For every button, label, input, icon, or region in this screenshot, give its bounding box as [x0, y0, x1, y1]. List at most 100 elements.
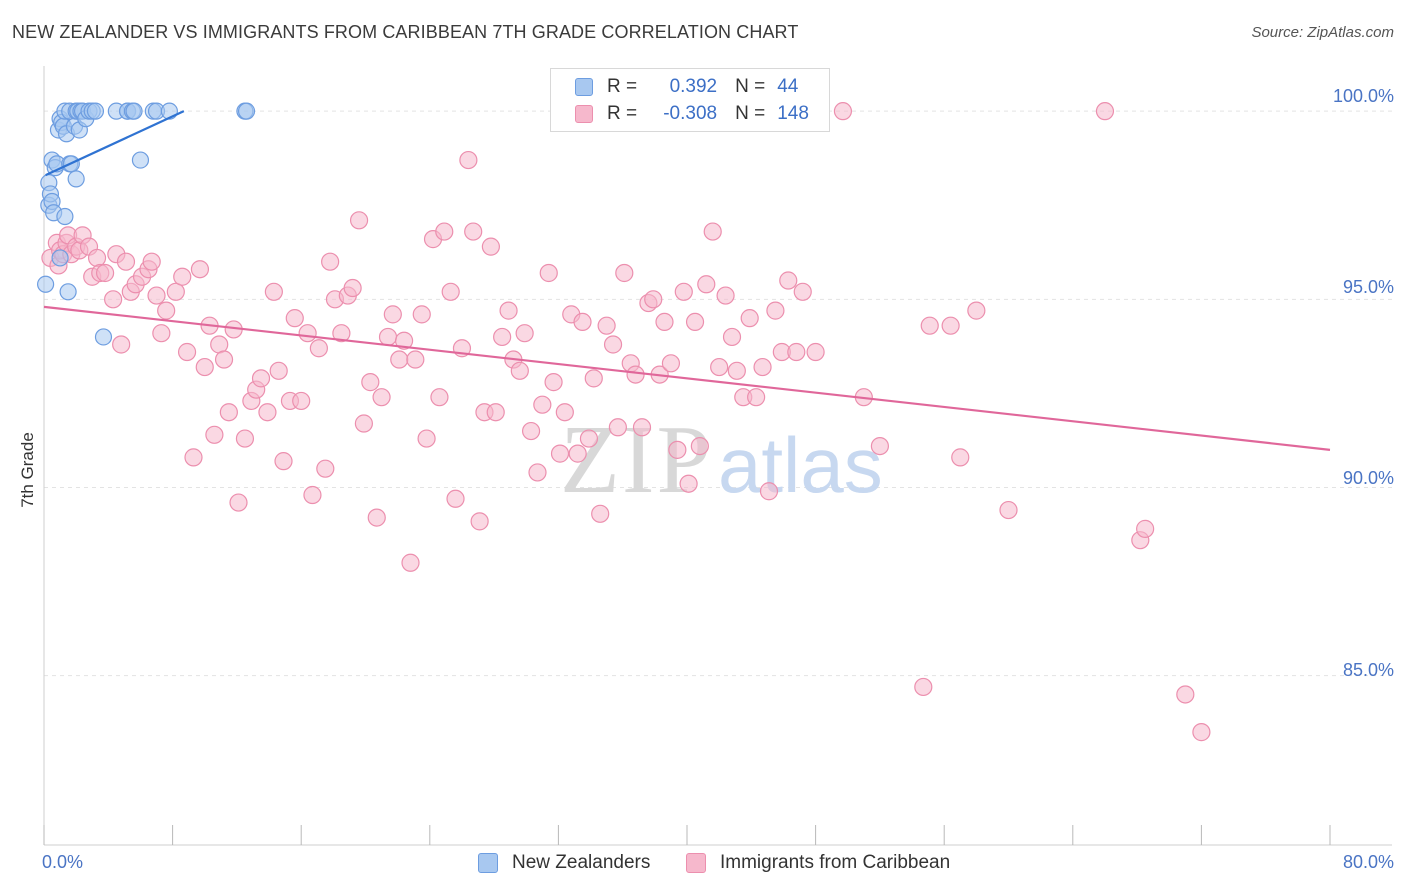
- caribbean-point: [697, 275, 716, 294]
- caribbean-point: [555, 403, 574, 422]
- caribbean-point: [1192, 723, 1211, 742]
- y-tick-label: 90.0%: [1342, 468, 1394, 488]
- caribbean-point: [579, 429, 599, 448]
- caribbean-point: [354, 414, 373, 433]
- caribbean-point: [632, 418, 652, 437]
- caribbean-point: [394, 331, 414, 350]
- caribbean-point: [644, 290, 663, 309]
- caribbean-point: [608, 418, 627, 437]
- caribbean-point: [269, 361, 288, 380]
- caribbean-point: [568, 444, 587, 463]
- legend-swatch-blue: [478, 853, 498, 873]
- caribbean-point: [406, 350, 425, 369]
- newzealand-point: [94, 328, 113, 346]
- caribbean-point: [157, 301, 176, 320]
- caribbean-point: [787, 342, 806, 362]
- caribbean-point: [303, 485, 322, 505]
- chart-title: NEW ZEALANDER VS IMMIGRANTS FROM CARIBBE…: [12, 22, 799, 42]
- caribbean-point: [251, 369, 271, 388]
- caribbean-point: [470, 512, 489, 531]
- caribbean-point: [591, 504, 610, 523]
- caribbean-point: [112, 335, 131, 354]
- legend-label: Immigrants from Caribbean: [720, 852, 951, 873]
- legend-swatch-pink: [686, 853, 706, 873]
- caribbean-point: [615, 263, 634, 283]
- newzealand-trend-line: [45, 110, 185, 177]
- caribbean-point: [316, 459, 335, 478]
- caribbean-point: [321, 252, 340, 271]
- caribbean-point: [722, 327, 742, 347]
- legend-swatch-blue: [575, 78, 593, 96]
- bottom-legend-newzealand[interactable]: New Zealanders: [478, 852, 650, 874]
- legend-n-label: N =: [735, 103, 766, 124]
- caribbean-point: [152, 324, 171, 343]
- caribbean-point: [603, 335, 623, 354]
- series-newzealand-points: [37, 102, 256, 346]
- caribbean-point: [920, 316, 939, 335]
- caribbean-point: [759, 482, 779, 501]
- caribbean-point: [679, 474, 698, 493]
- newzealand-point: [37, 275, 55, 293]
- legend-n-label: N =: [735, 76, 766, 97]
- caribbean-point: [235, 429, 255, 448]
- caribbean-point: [870, 436, 890, 456]
- caribbean-point: [510, 361, 529, 380]
- newzealand-point: [237, 102, 256, 120]
- caribbean-point: [685, 312, 705, 332]
- source-credit: Source: ZipAtlas.com: [1251, 24, 1394, 41]
- caribbean-point: [412, 305, 431, 324]
- caribbean-point: [573, 312, 592, 332]
- newzealand-point: [59, 283, 77, 301]
- y-tick-label: 85.0%: [1342, 660, 1394, 680]
- caribbean-point: [710, 357, 729, 377]
- caribbean-point: [597, 316, 616, 335]
- caribbean-point: [332, 324, 351, 343]
- caribbean-point: [173, 267, 192, 286]
- caribbean-point: [716, 286, 735, 305]
- caribbean-point: [661, 354, 681, 373]
- caribbean-point: [190, 260, 210, 279]
- caribbean-point: [459, 150, 478, 170]
- caribbean-point: [1136, 519, 1155, 538]
- bottom-legend-caribbean[interactable]: Immigrants from Caribbean: [686, 852, 950, 874]
- caribbean-point: [464, 222, 483, 241]
- caribbean-point: [539, 263, 558, 283]
- legend-n-value: 44: [777, 76, 799, 97]
- caribbean-point: [435, 222, 454, 241]
- caribbean-point: [941, 316, 960, 335]
- series-caribbean-points: [41, 102, 1211, 742]
- caribbean-point: [274, 452, 293, 471]
- x-tick-label-max: 80.0%: [1342, 852, 1394, 872]
- caribbean-point: [674, 282, 693, 301]
- y-tick-label: 95.0%: [1342, 277, 1394, 297]
- caribbean-point: [372, 388, 391, 407]
- newzealand-point: [67, 170, 85, 188]
- caribbean-point: [95, 263, 115, 283]
- caribbean-point: [214, 350, 234, 369]
- caribbean-point: [184, 448, 203, 467]
- caribbean-point: [766, 301, 785, 320]
- caribbean-point: [417, 429, 436, 448]
- caribbean-point: [544, 373, 563, 392]
- newzealand-point: [125, 102, 143, 120]
- caribbean-point: [655, 312, 674, 332]
- caribbean-point: [116, 252, 136, 271]
- caribbean-point: [486, 403, 505, 422]
- legend-r-value: -0.308: [663, 103, 718, 124]
- caribbean-point: [499, 301, 518, 320]
- caribbean-point: [528, 463, 547, 482]
- caribbean-point: [229, 493, 248, 512]
- caribbean-point: [690, 436, 709, 456]
- caribbean-point: [703, 222, 722, 241]
- caribbean-point: [390, 350, 409, 369]
- caribbean-point: [383, 305, 402, 324]
- caribbean-point: [142, 252, 161, 271]
- correlation-legend: R = 0.392 N = 44 R = -0.308 N = 148: [550, 68, 830, 132]
- caribbean-point: [779, 271, 798, 290]
- caribbean-point: [219, 403, 238, 422]
- caribbean-point: [166, 282, 185, 301]
- caribbean-point: [833, 102, 853, 121]
- legend-r-value: 0.392: [669, 76, 718, 97]
- caribbean-point: [258, 403, 277, 422]
- caribbean-point: [668, 440, 687, 459]
